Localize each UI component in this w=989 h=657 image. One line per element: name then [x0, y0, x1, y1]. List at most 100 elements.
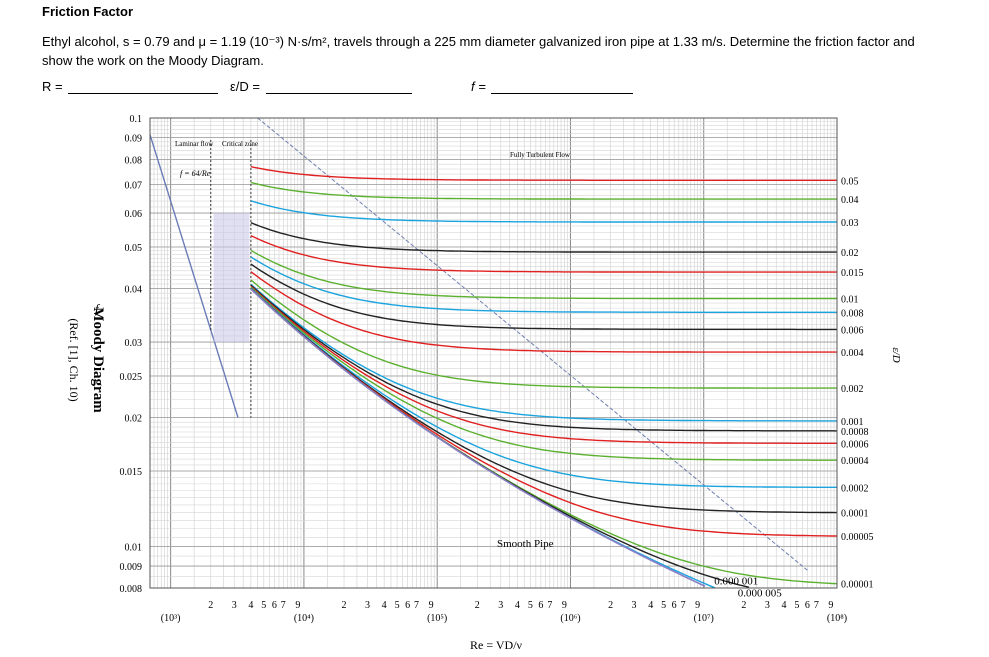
y-tick-label: 0.06 [125, 209, 143, 220]
y-tick-label: 0.025 [120, 372, 143, 383]
x-decade-label: (10⁶) [560, 613, 580, 624]
grid [149, 117, 838, 589]
x-tick-label: 7 [681, 600, 686, 611]
answer-label: ε/D = [230, 79, 264, 94]
smooth-pipe-label: Smooth Pipe [497, 538, 554, 550]
roughness-label: 0.00005 [841, 532, 874, 543]
roughness-label: 0.02 [841, 248, 859, 259]
roughness-curve [250, 288, 837, 537]
roughness-label: 0.0008 [841, 427, 869, 438]
y-tick-label: 0.08 [125, 156, 143, 167]
roughness-label: 0.002 [841, 384, 864, 395]
critical-zone-band [213, 213, 250, 343]
x-axis-label: Re = VD/ν [470, 638, 523, 652]
x-tick-label: 6 [672, 600, 677, 611]
roughness-curve [250, 222, 837, 253]
answer-blank[interactable] [265, 80, 412, 94]
x-tick-label: 2 [208, 600, 213, 611]
smooth-pipe-curve [250, 288, 706, 588]
x-tick-label: 5 [261, 600, 266, 611]
x-tick-label: 6 [272, 600, 277, 611]
roughness-label: 0.015 [841, 268, 864, 279]
document-title: Friction Factor [42, 4, 134, 19]
roughness-curve [250, 285, 837, 444]
x-decade-label: (10⁸) [827, 613, 847, 624]
roughness-curve [250, 249, 837, 300]
y-tick-label: 0.03 [125, 338, 143, 349]
roughness-curve [250, 166, 837, 181]
y-tick-label: 0.008 [120, 584, 143, 595]
y-tick-label: 0.09 [125, 134, 143, 145]
roughness-label: 0.006 [841, 325, 864, 336]
x-tick-label: 4 [248, 600, 253, 611]
x-tick-label: 3 [498, 600, 503, 611]
x-tick-label: 4 [382, 600, 387, 611]
extra-curve-label: 0.000 005 [738, 588, 783, 600]
roughness-curve [250, 288, 716, 589]
x-tick-label: 7 [547, 600, 552, 611]
x-tick-label: 9 [562, 600, 567, 611]
chart-axes [149, 117, 838, 589]
x-decade-label: (10³) [161, 613, 181, 624]
x-tick-label: 4 [781, 600, 786, 611]
answer-label: R = [42, 79, 67, 94]
turbulent-flow-label: Fully Turbulent Flow [510, 151, 571, 159]
x-tick-label: 6 [805, 600, 810, 611]
x-tick-label: 6 [538, 600, 543, 611]
roughness-curve [250, 181, 837, 200]
roughness-label: 0.04 [841, 195, 859, 206]
roughness-label: 0.0002 [841, 483, 869, 494]
roughness-curve [250, 286, 837, 461]
turbulent-boundary-line [257, 117, 808, 571]
x-tick-label: 3 [232, 600, 237, 611]
y-tick-label: 0.05 [125, 243, 143, 254]
roughness-curve [250, 235, 837, 273]
roughness-curve [250, 200, 837, 223]
roughness-label: 0.0006 [841, 439, 869, 450]
roughness-label: 0.00001 [841, 580, 874, 591]
x-tick-label: 2 [608, 600, 613, 611]
answer-blank[interactable] [68, 80, 219, 94]
answer-blank[interactable] [491, 80, 634, 94]
x-decade-label: (10⁴) [294, 613, 314, 624]
x-tick-label: 9 [429, 600, 434, 611]
critical-zone-label: Critical zone [222, 140, 258, 148]
roughness-curve [250, 283, 837, 422]
roughness-label: 0.008 [841, 308, 864, 319]
y-tick-label: 0.04 [125, 285, 143, 296]
chart-subtitle: (Ref. [1], Ch. 10) [67, 318, 81, 401]
extra-curve-label: 0.000 001 [714, 576, 758, 588]
answer-friction-factor: f = [471, 79, 634, 94]
roughness-label: 0.05 [841, 176, 859, 187]
roughness-label: 0.001 [841, 417, 864, 428]
roughness-curve [250, 256, 837, 313]
chart-curves [149, 117, 838, 589]
x-tick-label: 2 [475, 600, 480, 611]
laminar-line [149, 134, 239, 418]
secondary-axis-label: ε/D [890, 347, 902, 362]
roughness-curve [250, 263, 837, 331]
roughness-curve [250, 271, 837, 353]
x-decade-label: (10⁷) [694, 613, 714, 624]
x-tick-label: 5 [528, 600, 533, 611]
x-decade-label: (10⁵) [427, 613, 447, 624]
x-tick-label: 9 [828, 600, 833, 611]
x-tick-label: 5 [794, 600, 799, 611]
roughness-curve [250, 287, 837, 488]
x-tick-label: 4 [515, 600, 520, 611]
y-tick-label: 0.01 [125, 542, 143, 553]
x-tick-label: 4 [648, 600, 653, 611]
y-axis-label: f [95, 301, 101, 316]
x-tick-label: 5 [661, 600, 666, 611]
x-tick-label: 2 [342, 600, 347, 611]
roughness-label: 0.0004 [841, 456, 869, 467]
answer-reynolds: R = [42, 79, 219, 94]
x-tick-label: 2 [741, 600, 746, 611]
x-tick-label: 7 [414, 600, 419, 611]
laminar-equation-label: f = 64/Re [180, 169, 211, 178]
x-tick-label: 6 [405, 600, 410, 611]
laminar-flow-label: Laminar flow [175, 140, 214, 148]
y-tick-label: 0.1 [130, 114, 143, 125]
y-tick-label: 0.02 [125, 413, 143, 424]
